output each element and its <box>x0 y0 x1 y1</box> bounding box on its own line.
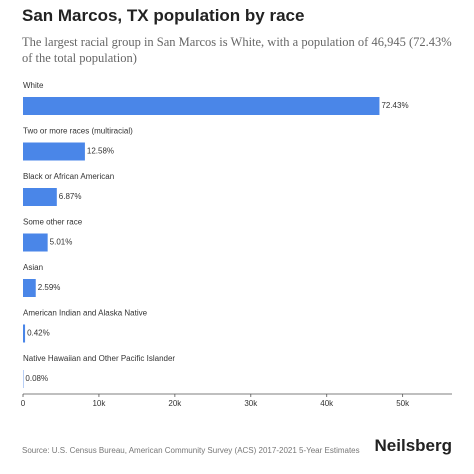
bar <box>23 233 48 252</box>
category-label: White <box>23 81 44 90</box>
bar <box>23 142 85 161</box>
category-label: American Indian and Alaska Native <box>23 309 148 318</box>
source-note: Source: U.S. Census Bureau, American Com… <box>22 446 360 455</box>
category-label: Asian <box>23 263 43 272</box>
bar <box>23 97 380 115</box>
category-label: Two or more races (multiracial) <box>23 127 133 136</box>
chart-subtitle: The largest racial group in San Marcos i… <box>22 35 452 65</box>
x-tick-label: 0 <box>21 399 26 408</box>
value-label: 6.87% <box>59 192 82 201</box>
x-tick-label: 50k <box>396 399 410 408</box>
bar <box>23 188 57 206</box>
brand-logo: Neilsberg <box>374 436 452 455</box>
bar <box>23 279 36 297</box>
chart-title: San Marcos, TX population by race <box>22 6 305 25</box>
value-label: 72.43% <box>381 101 408 110</box>
value-label: 12.58% <box>87 147 114 156</box>
category-label: Black or African American <box>23 172 114 181</box>
value-label: 2.59% <box>38 283 61 292</box>
value-label: 5.01% <box>50 238 73 247</box>
category-label: Native Hawaiian and Other Pacific Island… <box>23 354 175 363</box>
x-tick-label: 40k <box>320 399 334 408</box>
bar <box>23 324 26 343</box>
x-tick-label: 10k <box>92 399 106 408</box>
value-label: 0.08% <box>25 374 48 383</box>
x-tick-label: 30k <box>244 399 258 408</box>
x-tick-label: 20k <box>168 399 182 408</box>
category-label: Some other race <box>23 218 83 227</box>
value-label: 0.42% <box>27 329 50 338</box>
